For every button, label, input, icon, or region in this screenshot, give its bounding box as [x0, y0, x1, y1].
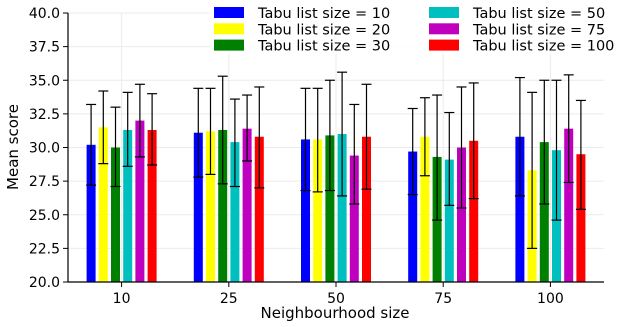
- bar: [325, 135, 335, 282]
- bar: [86, 144, 96, 282]
- y-tick-label: 27.5: [29, 174, 60, 190]
- bar: [457, 147, 466, 282]
- legend-label: Tabu list size = 30: [257, 39, 390, 55]
- bar: [539, 142, 549, 282]
- y-tick-label: 30.0: [29, 141, 60, 157]
- y-tick-label: 22.5: [29, 241, 60, 257]
- y-tick-label: 32.5: [29, 107, 60, 123]
- bar: [576, 154, 586, 282]
- x-tick-label: 100: [537, 291, 564, 307]
- legend-swatch: [429, 7, 459, 18]
- bar: [98, 127, 108, 282]
- bar: [206, 131, 215, 282]
- bar: [193, 132, 203, 282]
- y-tick-label: 40.0: [29, 6, 60, 22]
- bar: [123, 130, 133, 282]
- bar: [564, 128, 574, 282]
- bar: [362, 136, 371, 282]
- bar: [111, 147, 120, 282]
- bar: [349, 155, 359, 282]
- legend-swatch: [429, 39, 459, 51]
- bar: [313, 139, 323, 282]
- bar: [420, 136, 430, 282]
- bar: [218, 130, 228, 282]
- x-tick-label: 25: [220, 291, 238, 307]
- y-tick-label: 35.0: [29, 73, 60, 89]
- y-tick-label: 37.5: [29, 40, 60, 56]
- bar: [444, 159, 454, 282]
- axes: [63, 12, 604, 287]
- legend-swatch: [214, 23, 244, 35]
- x-tick-label: 75: [434, 291, 452, 307]
- y-tick-labels: 20.0 22.5 25.0 27.5 30.0 32.5 35.0 37.5 40.0: [29, 6, 60, 291]
- legend-swatch: [214, 7, 244, 18]
- legend-swatch: [429, 23, 459, 35]
- legend-label: Tabu list size = 50: [472, 6, 605, 22]
- bar: [242, 128, 252, 282]
- x-tick-labels: 10 25 50 75 100: [113, 291, 564, 307]
- bar: [469, 140, 479, 282]
- legend-label: Tabu list size = 20: [257, 22, 390, 38]
- legend-label: Tabu list size = 10: [257, 6, 390, 22]
- bar: [337, 134, 347, 282]
- bar: [135, 120, 145, 282]
- legend-label: Tabu list size = 75: [472, 22, 605, 38]
- y-tick-label: 20.0: [29, 275, 60, 291]
- legend-box: [210, 3, 626, 54]
- legend-label: Tabu list size = 100: [472, 39, 614, 55]
- y-axis-label: Mean score: [4, 104, 22, 190]
- x-tick-label: 10: [113, 291, 131, 307]
- bar: [230, 142, 240, 282]
- x-tick-label: 50: [327, 291, 345, 307]
- grid-lines: [68, 12, 604, 283]
- legend-swatch: [214, 39, 244, 51]
- bar: [515, 136, 525, 282]
- error-bars: [86, 71, 586, 249]
- bar: [147, 130, 157, 282]
- y-tick-label: 25.0: [29, 208, 60, 224]
- bar: [254, 136, 264, 282]
- bar: [408, 151, 418, 282]
- x-axis-label: Neighbourhood size: [261, 304, 410, 322]
- bar: [301, 139, 310, 282]
